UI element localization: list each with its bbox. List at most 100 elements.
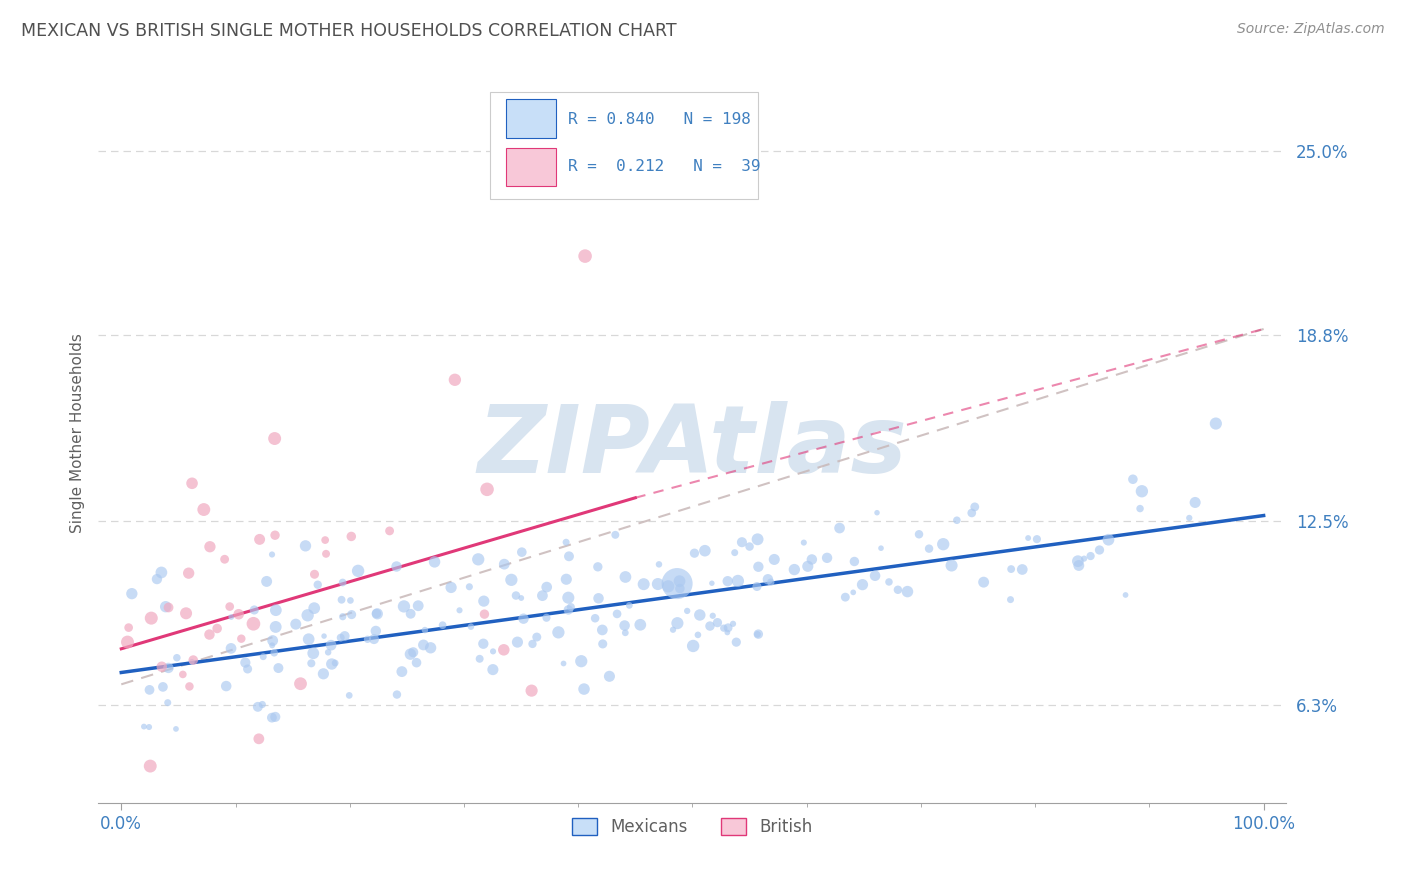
Point — [385, 559, 408, 574]
Point — [1122, 472, 1144, 486]
Point — [1067, 554, 1090, 568]
Point — [619, 599, 641, 613]
Point — [402, 645, 425, 659]
FancyBboxPatch shape — [506, 99, 555, 138]
Point — [693, 543, 716, 558]
Point — [747, 627, 769, 641]
Point — [392, 599, 415, 614]
Point — [793, 535, 815, 549]
Point — [399, 647, 422, 661]
Point — [605, 528, 627, 542]
Point — [150, 566, 173, 580]
Point — [647, 577, 669, 591]
Point — [174, 607, 197, 621]
Point — [405, 656, 427, 670]
Point — [592, 637, 614, 651]
FancyBboxPatch shape — [491, 92, 758, 200]
Point — [307, 577, 329, 591]
Point — [834, 590, 856, 604]
Point — [215, 679, 238, 693]
Point — [165, 722, 187, 736]
Point — [494, 557, 516, 571]
Point — [267, 661, 290, 675]
Point — [449, 603, 471, 617]
Point — [330, 592, 353, 607]
Point — [364, 624, 387, 638]
Point — [264, 710, 287, 724]
Point — [583, 611, 606, 625]
Point — [172, 667, 194, 681]
Point — [179, 680, 201, 694]
Point — [676, 604, 699, 618]
Point — [702, 608, 724, 623]
Point — [214, 552, 236, 566]
Point — [1000, 562, 1022, 576]
Point — [689, 607, 711, 622]
Point — [1073, 551, 1095, 566]
Point — [877, 574, 900, 589]
Point — [319, 638, 342, 652]
Point — [138, 682, 160, 697]
Point — [243, 603, 266, 617]
Point — [512, 612, 534, 626]
Point — [666, 576, 689, 591]
Point — [510, 545, 533, 559]
Point — [896, 584, 918, 599]
Point — [467, 552, 489, 566]
Point — [323, 656, 346, 670]
Point — [717, 574, 740, 589]
Point — [657, 579, 679, 593]
Point — [863, 568, 886, 582]
Point — [536, 580, 558, 594]
Point — [440, 581, 463, 595]
Point — [139, 759, 162, 773]
Point — [547, 625, 569, 640]
Text: Source: ZipAtlas.com: Source: ZipAtlas.com — [1237, 22, 1385, 37]
Point — [648, 558, 671, 572]
Point — [747, 533, 769, 547]
Point — [366, 607, 388, 621]
Text: R = 0.840   N = 198: R = 0.840 N = 198 — [568, 112, 751, 127]
Point — [1097, 533, 1119, 547]
Point — [260, 548, 283, 562]
Point — [181, 653, 204, 667]
Point — [304, 567, 326, 582]
Point — [252, 698, 274, 712]
Point — [973, 575, 995, 590]
Point — [444, 373, 467, 387]
Point — [725, 635, 748, 649]
Point — [506, 635, 529, 649]
Point — [1184, 495, 1206, 509]
Point — [333, 629, 356, 643]
Point — [569, 654, 592, 668]
Point — [332, 575, 354, 590]
Point — [472, 594, 495, 608]
Point — [299, 657, 322, 671]
Point — [413, 623, 436, 637]
Point — [1080, 549, 1102, 563]
Point — [531, 589, 554, 603]
Point — [432, 618, 454, 632]
Point — [866, 506, 889, 520]
Point — [256, 574, 278, 589]
Point — [117, 621, 139, 635]
Point — [815, 550, 838, 565]
Point — [520, 683, 543, 698]
Point — [321, 657, 343, 671]
Text: R =  0.212   N =  39: R = 0.212 N = 39 — [568, 160, 761, 174]
Point — [558, 549, 581, 564]
Point — [356, 632, 378, 647]
Point — [219, 641, 242, 656]
Point — [716, 625, 738, 640]
Point — [378, 524, 401, 538]
Point — [574, 249, 596, 263]
Point — [963, 500, 986, 514]
Point — [166, 650, 188, 665]
Point — [501, 573, 523, 587]
Point — [1011, 562, 1033, 576]
Point — [482, 644, 505, 658]
Point — [150, 659, 173, 673]
Point — [887, 582, 910, 597]
Point — [193, 502, 215, 516]
Point — [205, 622, 228, 636]
